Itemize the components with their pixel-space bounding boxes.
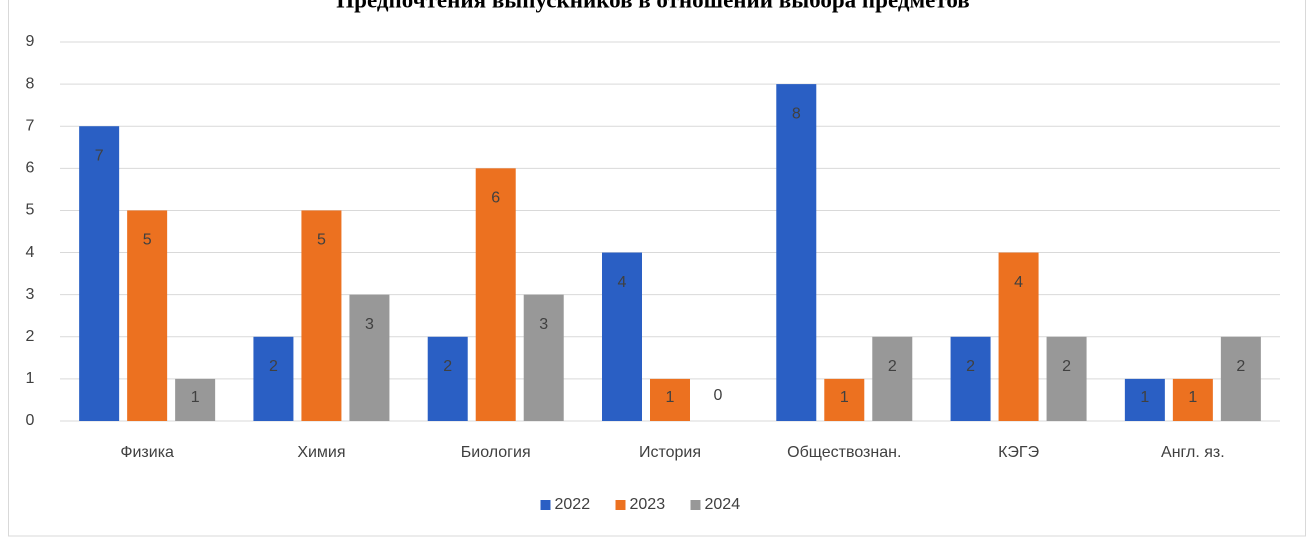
- bar: [824, 378, 865, 421]
- x-tick-label: История: [639, 444, 701, 461]
- y-tick-label: 2: [26, 328, 35, 345]
- y-tick-label: 0: [26, 412, 35, 429]
- data-label: 8: [792, 105, 801, 122]
- bar: [523, 294, 564, 421]
- bar: [1046, 336, 1087, 421]
- x-tick-label: Биология: [461, 444, 531, 461]
- legend-label: 2024: [705, 496, 741, 513]
- data-label: 2: [966, 358, 975, 375]
- bar: [872, 336, 913, 421]
- bar: [127, 210, 168, 421]
- data-label: 4: [1014, 274, 1023, 291]
- data-label: 6: [491, 190, 500, 207]
- x-tick-label: Физика: [120, 444, 174, 461]
- y-tick-label: 8: [26, 75, 35, 92]
- bar: [79, 126, 120, 421]
- y-tick-label: 5: [26, 202, 35, 219]
- data-label: 5: [317, 232, 326, 249]
- bar: [998, 252, 1039, 421]
- data-label: 1: [191, 389, 200, 406]
- data-label: 3: [365, 316, 374, 333]
- bar: [253, 336, 294, 421]
- data-label: 3: [539, 316, 548, 333]
- x-tick-label: КЭГЭ: [998, 444, 1039, 461]
- bar: [475, 168, 516, 421]
- bar: [602, 252, 642, 421]
- data-label: 7: [95, 147, 104, 164]
- data-label: 2: [269, 358, 278, 375]
- x-tick-label: Химия: [297, 444, 345, 461]
- data-label: 1: [666, 389, 675, 406]
- bar: [1172, 378, 1213, 421]
- legend-swatch: [690, 500, 701, 510]
- data-label: 2: [1236, 358, 1245, 375]
- bar: [650, 378, 690, 421]
- data-label: 2: [888, 358, 897, 375]
- y-tick-label: 7: [26, 117, 35, 134]
- x-tick-label: Англ. яз.: [1161, 444, 1225, 461]
- bar: [427, 336, 468, 421]
- bar: [349, 294, 390, 421]
- data-label: 0: [714, 387, 723, 404]
- legend-swatch: [540, 500, 551, 510]
- y-tick-label: 3: [26, 286, 35, 303]
- data-label: 1: [840, 389, 849, 406]
- y-tick-label: 1: [26, 370, 35, 387]
- data-label: 4: [618, 274, 627, 291]
- chart-title: Предпочтения выпускников в отношении выб…: [336, 0, 969, 12]
- bar: [776, 84, 817, 421]
- bar: [950, 336, 991, 421]
- data-label: 1: [1140, 389, 1149, 406]
- data-label: 2: [443, 358, 452, 375]
- legend-label: 2022: [555, 496, 591, 513]
- bar: [175, 378, 216, 421]
- y-tick-label: 9: [26, 33, 35, 50]
- bar: [1124, 378, 1165, 421]
- y-tick-label: 6: [26, 160, 35, 177]
- chart-border: [8, 0, 1306, 537]
- data-label: 1: [1188, 389, 1197, 406]
- y-tick-label: 4: [26, 244, 35, 261]
- legend-label: 2023: [630, 496, 666, 513]
- bar: [1220, 336, 1261, 421]
- data-label: 5: [143, 232, 152, 249]
- bar: [301, 210, 342, 421]
- legend-swatch: [615, 500, 626, 510]
- data-label: 2: [1062, 358, 1071, 375]
- x-tick-label: Обществознан.: [787, 444, 901, 461]
